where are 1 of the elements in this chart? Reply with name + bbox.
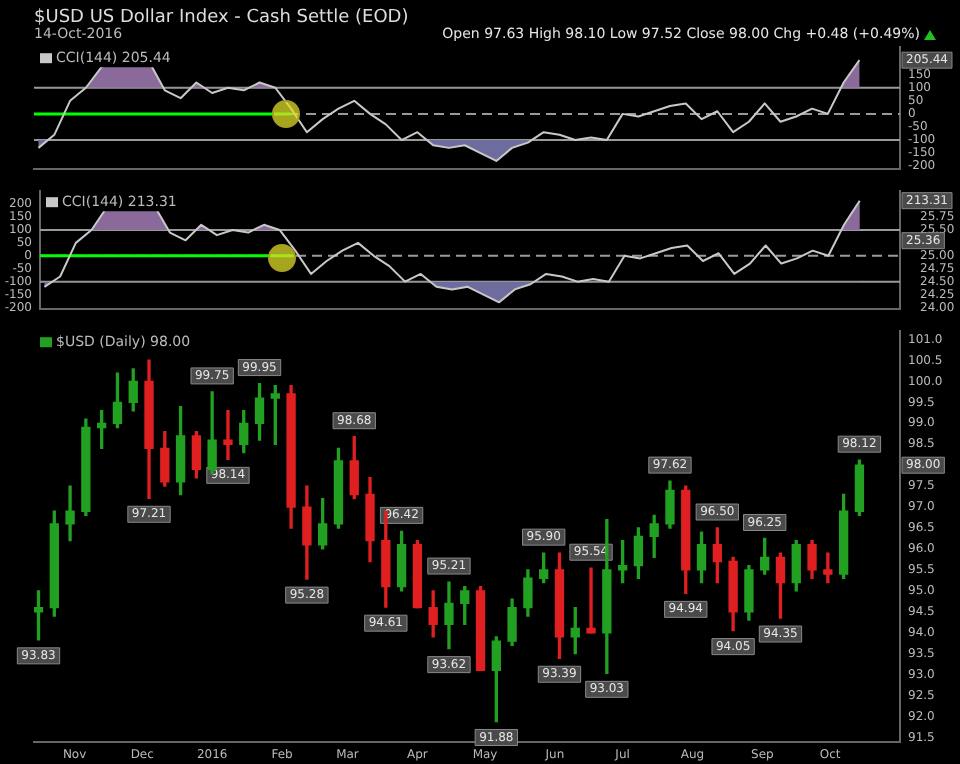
chart-title: $USD US Dollar Index - Cash Settle (EOD) (34, 8, 409, 28)
